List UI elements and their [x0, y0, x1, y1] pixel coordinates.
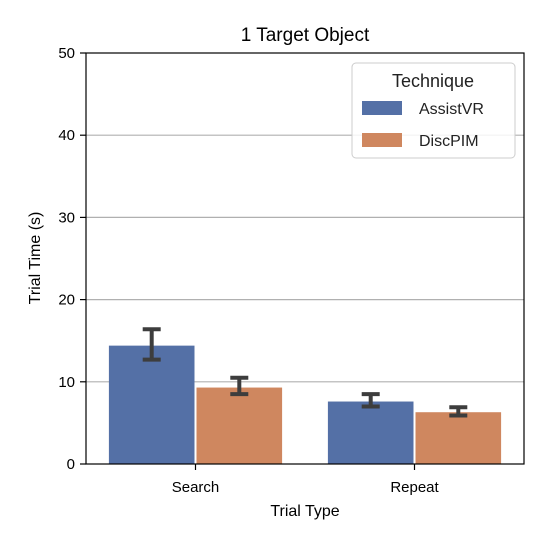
legend-label-assistvr: AssistVR: [419, 101, 484, 118]
bar: [196, 387, 283, 464]
y-tick-label: 50: [58, 45, 75, 62]
legend: Technique AssistVR DiscPIM: [351, 62, 516, 159]
legend-swatch-discpim: [362, 133, 402, 147]
y-tick-label: 40: [58, 127, 75, 144]
bar: [327, 401, 414, 464]
y-tick-label: 10: [58, 374, 75, 391]
plot-frame: [85, 52, 525, 465]
error-bars: [142, 327, 468, 418]
legend-label-discpim: DiscPIM: [419, 133, 479, 150]
y-tick-label: 0: [67, 456, 75, 473]
x-axis-label: Trial Type: [270, 503, 339, 520]
bar: [415, 412, 502, 464]
y-axis-label: Trial Time (s): [27, 212, 44, 305]
x-axis: Search Repeat: [172, 464, 440, 496]
legend-swatch-assistvr: [362, 101, 402, 115]
legend-title: Technique: [392, 71, 474, 91]
x-tick-label: Repeat: [390, 479, 439, 496]
y-tick-label: 20: [58, 292, 75, 309]
bars: [108, 345, 502, 464]
y-axis: 0 10 20 30 40 50: [58, 45, 86, 473]
bar: [108, 345, 195, 464]
chart-title: 1 Target Object: [241, 25, 370, 46]
y-tick-label: 30: [58, 209, 75, 226]
x-tick-label: Search: [172, 479, 220, 496]
